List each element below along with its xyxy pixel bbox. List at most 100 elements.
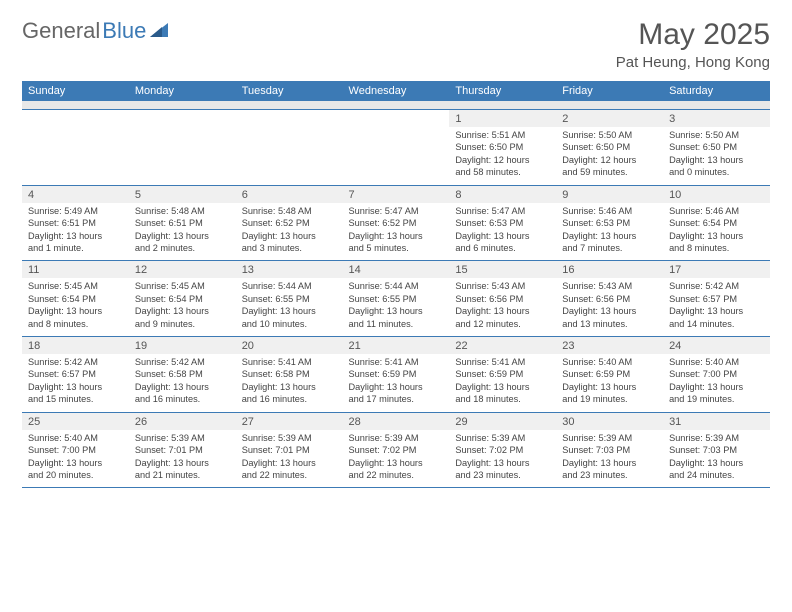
day-number: 11 (22, 261, 129, 279)
daynum-row: 123 (22, 110, 770, 128)
day-cell (129, 127, 236, 185)
day-line: Daylight: 13 hours (455, 305, 550, 317)
day-cell (236, 127, 343, 185)
day-header: Monday (129, 81, 236, 101)
day-line: Sunset: 7:01 PM (242, 444, 337, 456)
day-number: 3 (663, 110, 770, 128)
day-cell: Sunrise: 5:48 AMSunset: 6:51 PMDaylight:… (129, 203, 236, 261)
day-line: Sunset: 6:52 PM (349, 217, 444, 229)
weeks-container: 123Sunrise: 5:51 AMSunset: 6:50 PMDaylig… (22, 109, 770, 487)
day-cell: Sunrise: 5:42 AMSunset: 6:58 PMDaylight:… (129, 354, 236, 412)
content-row: Sunrise: 5:42 AMSunset: 6:57 PMDaylight:… (22, 354, 770, 412)
day-line: and 59 minutes. (562, 166, 657, 178)
day-cell: Sunrise: 5:42 AMSunset: 6:57 PMDaylight:… (663, 278, 770, 336)
day-number: 27 (236, 412, 343, 430)
daynum-row: 18192021222324 (22, 337, 770, 355)
day-line: Sunset: 6:54 PM (28, 293, 123, 305)
day-line: and 13 minutes. (562, 318, 657, 330)
day-line: and 9 minutes. (135, 318, 230, 330)
day-line: Sunrise: 5:47 AM (455, 205, 550, 217)
day-header-row: Sunday Monday Tuesday Wednesday Thursday… (22, 81, 770, 101)
day-cell: Sunrise: 5:47 AMSunset: 6:52 PMDaylight:… (343, 203, 450, 261)
day-line: Daylight: 13 hours (562, 381, 657, 393)
day-number: 19 (129, 337, 236, 355)
day-line: Daylight: 13 hours (349, 381, 444, 393)
day-line: Sunset: 6:50 PM (669, 141, 764, 153)
day-number: 15 (449, 261, 556, 279)
day-cell: Sunrise: 5:45 AMSunset: 6:54 PMDaylight:… (129, 278, 236, 336)
day-header: Thursday (449, 81, 556, 101)
day-cell: Sunrise: 5:44 AMSunset: 6:55 PMDaylight:… (343, 278, 450, 336)
day-line: Sunrise: 5:39 AM (562, 432, 657, 444)
day-number: 4 (22, 185, 129, 203)
day-header: Tuesday (236, 81, 343, 101)
day-line: Sunset: 6:50 PM (562, 141, 657, 153)
day-line: Daylight: 13 hours (135, 381, 230, 393)
day-line: Sunrise: 5:48 AM (242, 205, 337, 217)
day-line: Sunrise: 5:39 AM (242, 432, 337, 444)
day-cell: Sunrise: 5:47 AMSunset: 6:53 PMDaylight:… (449, 203, 556, 261)
day-number: 2 (556, 110, 663, 128)
day-line: Daylight: 13 hours (349, 305, 444, 317)
day-line: Sunrise: 5:50 AM (669, 129, 764, 141)
day-line: Sunset: 6:54 PM (669, 217, 764, 229)
day-line: and 23 minutes. (455, 469, 550, 481)
day-line: and 14 minutes. (669, 318, 764, 330)
day-line: Daylight: 13 hours (349, 457, 444, 469)
day-number: 23 (556, 337, 663, 355)
day-number (343, 110, 450, 128)
day-number: 8 (449, 185, 556, 203)
day-number: 30 (556, 412, 663, 430)
day-line: and 12 minutes. (455, 318, 550, 330)
day-cell: Sunrise: 5:43 AMSunset: 6:56 PMDaylight:… (449, 278, 556, 336)
day-line: and 5 minutes. (349, 242, 444, 254)
logo-triangle-icon (150, 21, 168, 42)
day-line: Sunset: 6:56 PM (455, 293, 550, 305)
day-number: 12 (129, 261, 236, 279)
day-line: and 22 minutes. (349, 469, 444, 481)
daynum-row: 45678910 (22, 185, 770, 203)
day-line: Sunset: 7:00 PM (669, 368, 764, 380)
day-number: 9 (556, 185, 663, 203)
day-number: 7 (343, 185, 450, 203)
day-line: and 0 minutes. (669, 166, 764, 178)
day-header: Wednesday (343, 81, 450, 101)
day-header: Friday (556, 81, 663, 101)
day-line: Daylight: 13 hours (669, 154, 764, 166)
day-line: and 7 minutes. (562, 242, 657, 254)
day-cell: Sunrise: 5:50 AMSunset: 6:50 PMDaylight:… (663, 127, 770, 185)
day-line: and 8 minutes. (28, 318, 123, 330)
day-line: Sunrise: 5:45 AM (28, 280, 123, 292)
day-line: Sunrise: 5:41 AM (242, 356, 337, 368)
day-number: 16 (556, 261, 663, 279)
sub-header-row (22, 101, 770, 109)
day-line: Daylight: 13 hours (242, 381, 337, 393)
day-line: Sunset: 7:02 PM (455, 444, 550, 456)
week-table: 123Sunrise: 5:51 AMSunset: 6:50 PMDaylig… (22, 109, 770, 185)
day-line: Daylight: 13 hours (562, 457, 657, 469)
day-number (22, 110, 129, 128)
day-line: Daylight: 13 hours (669, 381, 764, 393)
day-line: Sunrise: 5:46 AM (669, 205, 764, 217)
day-line: and 58 minutes. (455, 166, 550, 178)
day-line: and 16 minutes. (242, 393, 337, 405)
day-line: Sunrise: 5:44 AM (242, 280, 337, 292)
logo-text-general: General (22, 18, 100, 44)
day-cell: Sunrise: 5:40 AMSunset: 7:00 PMDaylight:… (22, 430, 129, 488)
day-cell: Sunrise: 5:50 AMSunset: 6:50 PMDaylight:… (556, 127, 663, 185)
calendar-table: Sunday Monday Tuesday Wednesday Thursday… (22, 81, 770, 109)
day-line: Sunrise: 5:40 AM (669, 356, 764, 368)
day-line: and 16 minutes. (135, 393, 230, 405)
day-line: and 10 minutes. (242, 318, 337, 330)
day-line: and 22 minutes. (242, 469, 337, 481)
content-row: Sunrise: 5:49 AMSunset: 6:51 PMDaylight:… (22, 203, 770, 261)
day-line: Daylight: 13 hours (242, 305, 337, 317)
day-line: Sunset: 6:54 PM (135, 293, 230, 305)
day-line: and 8 minutes. (669, 242, 764, 254)
day-line: and 23 minutes. (562, 469, 657, 481)
day-line: and 3 minutes. (242, 242, 337, 254)
day-cell: Sunrise: 5:39 AMSunset: 7:02 PMDaylight:… (449, 430, 556, 488)
day-line: Daylight: 13 hours (562, 305, 657, 317)
day-cell: Sunrise: 5:39 AMSunset: 7:02 PMDaylight:… (343, 430, 450, 488)
day-number: 18 (22, 337, 129, 355)
